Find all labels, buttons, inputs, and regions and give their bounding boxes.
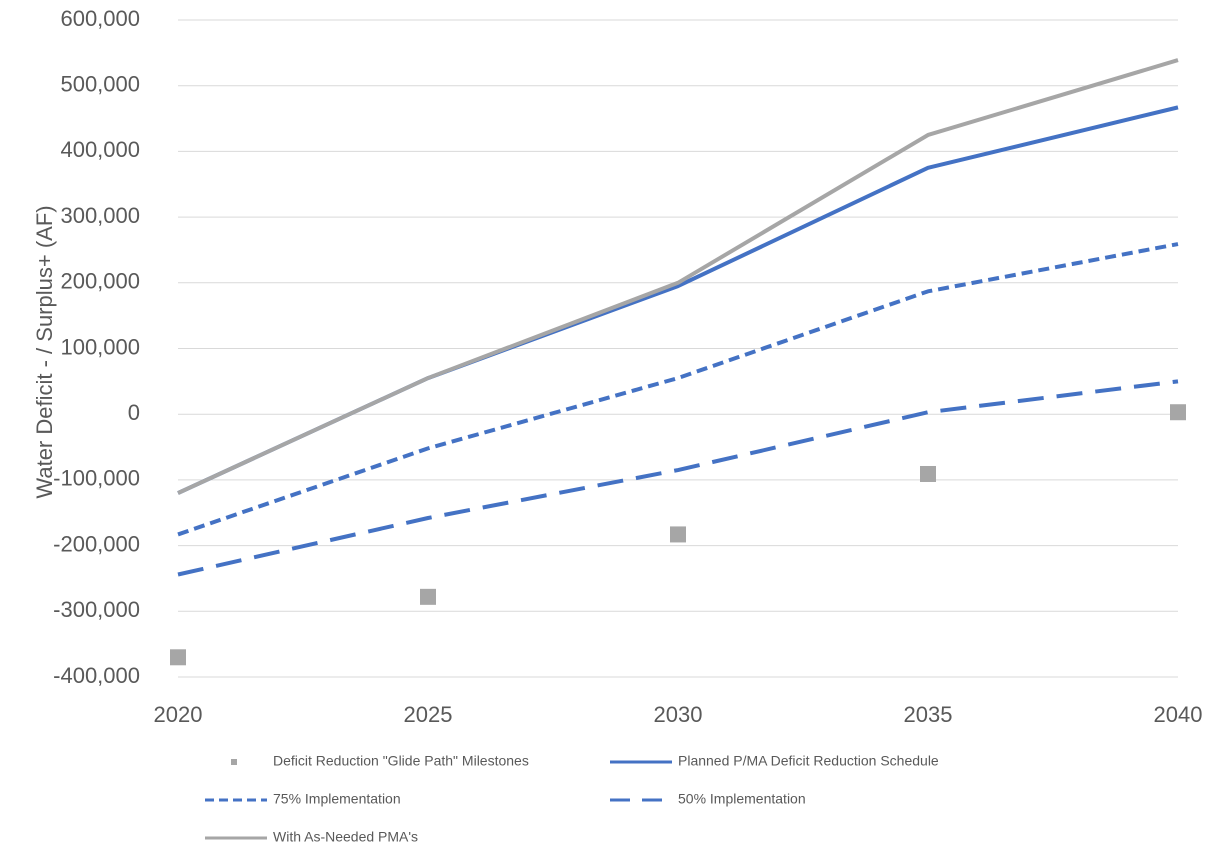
x-tick-label: 2040 — [1154, 702, 1203, 727]
milestone-marker — [420, 588, 436, 605]
series-line-1 — [177, 105, 1179, 495]
series-line-2 — [177, 242, 1179, 537]
y-tick-label: 400,000 — [60, 137, 140, 162]
series-layer — [170, 58, 1186, 666]
y-tick-label: 0 — [128, 400, 140, 425]
y-tick-label: -100,000 — [53, 466, 140, 491]
milestone-marker — [170, 649, 186, 666]
y-tick-label: 300,000 — [60, 203, 140, 228]
legend-item: 50% Implementation — [610, 791, 806, 807]
legend-label: With As-Needed PMA's — [273, 829, 418, 845]
legend-label: 50% Implementation — [678, 791, 806, 807]
y-tick-labels: -400,000 -300,000 -200,000 -100,000 0 100,000… — [53, 6, 140, 688]
legend-label: 75% Implementation — [273, 791, 401, 807]
series-line-4 — [177, 58, 1179, 495]
legend-label: Planned P/MA Deficit Reduction Schedule — [678, 753, 939, 769]
y-tick-label: 500,000 — [60, 72, 140, 97]
series-line-3 — [177, 379, 1179, 577]
legend-item: With As-Needed PMA's — [205, 829, 418, 845]
legend-item: Planned P/MA Deficit Reduction Schedule — [610, 753, 939, 769]
x-tick-labels: 2020 2025 2030 2035 2040 — [154, 702, 1203, 727]
legend-item: Deficit Reduction "Glide Path" Milestone… — [231, 753, 529, 769]
x-tick-label: 2020 — [154, 702, 203, 727]
legend-label: Deficit Reduction "Glide Path" Milestone… — [273, 753, 529, 769]
x-tick-label: 2030 — [654, 702, 703, 727]
milestone-marker — [1170, 404, 1186, 421]
y-tick-label: -200,000 — [53, 531, 140, 556]
y-tick-label: -300,000 — [53, 597, 140, 622]
legend-item: 75% Implementation — [205, 791, 401, 807]
legend-swatch-marker — [231, 759, 237, 765]
grid-layer — [178, 19, 1178, 678]
legend: Deficit Reduction "Glide Path" Milestone… — [205, 753, 939, 845]
y-tick-label: 600,000 — [60, 6, 140, 31]
milestone-marker — [920, 465, 936, 482]
y-tick-label: 200,000 — [60, 269, 140, 294]
x-tick-label: 2035 — [904, 702, 953, 727]
y-tick-label: -400,000 — [53, 663, 140, 688]
y-axis-title: Water Deficit - / Surplus+ (AF) — [32, 205, 57, 498]
x-tick-label: 2025 — [404, 702, 453, 727]
y-tick-label: 100,000 — [60, 334, 140, 359]
milestone-marker — [670, 526, 686, 543]
